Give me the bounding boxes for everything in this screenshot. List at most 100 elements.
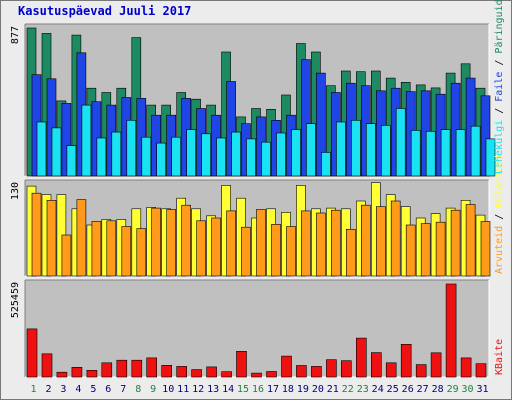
bar-visits-visitors-arvuteid-26 — [405, 224, 416, 277]
bar-hits-files-pages-lehekülgi-7 — [126, 120, 137, 177]
bar-kbytes-kbaite-9 — [146, 357, 157, 378]
plot-area-kbytes — [25, 280, 489, 377]
bar-hits-files-pages-lehekülgi-27 — [425, 131, 436, 177]
legend-entry: Lehekülgi — [494, 120, 505, 174]
x-tick-day-24: 24 — [372, 384, 384, 395]
x-tick-day-16: 16 — [252, 384, 264, 395]
bar-hits-files-pages-lehekülgi-22 — [350, 120, 361, 177]
bar-visits-visitors-arvuteid-23 — [360, 204, 371, 277]
bar-kbytes-kbaite-20 — [311, 366, 322, 378]
bar-visits-visitors-arvuteid-11 — [181, 204, 191, 277]
x-tick-day-20: 20 — [312, 384, 324, 395]
x-tick-day-19: 19 — [297, 384, 309, 395]
bar-kbytes-kbaite-17 — [266, 371, 277, 378]
bar-visits-visitors-arvuteid-14 — [226, 210, 236, 277]
x-tick-day-23: 23 — [357, 384, 369, 395]
bar-visits-visitors-arvuteid-15 — [241, 226, 251, 277]
bar-hits-files-pages-lehekülgi-6 — [111, 131, 122, 177]
x-tick-day-27: 27 — [417, 384, 429, 395]
bar-hits-files-pages-lehekülgi-16 — [261, 141, 271, 177]
bar-visits-visitors-arvuteid-1 — [31, 192, 42, 277]
bar-hits-files-pages-lehekülgi-2 — [51, 127, 62, 177]
x-tick-day-29: 29 — [447, 384, 459, 395]
bar-hits-files-pages-lehekülgi-24 — [380, 125, 391, 177]
page-title: Kasutuspäevad Juuli 2017 — [18, 4, 192, 18]
bar-hits-files-pages-lehekülgi-30 — [470, 125, 481, 177]
legend-entry: Päringuid — [494, 0, 505, 54]
x-tick-day-11: 11 — [177, 384, 189, 395]
y-tick-visits-visitors: 130 — [10, 182, 21, 200]
bar-kbytes-kbaite-8 — [131, 359, 143, 378]
bar-visits-visitors-arvuteid-10 — [166, 209, 176, 277]
bar-kbytes-kbaite-10 — [161, 364, 172, 378]
bar-visits-visitors-arvuteid-20 — [316, 212, 326, 277]
bar-kbytes-kbaite-16 — [251, 372, 262, 378]
x-tick-day-15: 15 — [237, 384, 249, 395]
bar-hits-files-pages-lehekülgi-21 — [336, 121, 346, 177]
x-tick-day-2: 2 — [45, 384, 51, 395]
bar-kbytes-kbaite-25 — [385, 362, 397, 378]
legend-entry: Arvuteid — [494, 226, 505, 274]
bar-kbytes-kbaite-6 — [101, 362, 113, 378]
bar-kbytes-kbaite-15 — [236, 350, 247, 378]
bar-kbytes-kbaite-27 — [415, 364, 427, 378]
bar-hits-files-pages-lehekülgi-3 — [66, 145, 77, 177]
bar-hits-files-pages-lehekülgi-12 — [201, 133, 211, 177]
bar-hits-files-pages-lehekülgi-9 — [156, 142, 166, 177]
bar-kbytes-kbaite-13 — [206, 366, 217, 378]
legend-visits-visitors: Arvuteid / Külastusi — [494, 154, 505, 274]
bar-hits-files-pages-lehekülgi-1 — [36, 121, 47, 177]
bar-kbytes-kbaite-30 — [460, 357, 472, 378]
legend-hits-files-pages: Lehekülgi / Faile / Päringuid — [494, 0, 505, 174]
legend-entry: Faile — [494, 72, 505, 102]
bar-kbytes-kbaite-22 — [340, 360, 352, 378]
bar-visits-visitors-arvuteid-9 — [151, 207, 161, 277]
bar-kbytes-kbaite-4 — [71, 366, 83, 378]
x-tick-day-8: 8 — [135, 384, 141, 395]
bar-visits-visitors-arvuteid-28 — [435, 221, 446, 277]
bar-visits-visitors-arvuteid-5 — [91, 221, 102, 277]
x-tick-day-1: 1 — [30, 384, 36, 395]
bar-hits-files-pages-lehekülgi-19 — [306, 123, 316, 177]
bar-visits-visitors-arvuteid-19 — [301, 210, 311, 277]
bar-visits-visitors-arvuteid-30 — [465, 204, 476, 277]
bar-hits-files-pages-lehekülgi-17 — [276, 132, 286, 177]
bar-kbytes-kbaite-18 — [281, 355, 292, 378]
bar-hits-files-pages-lehekülgi-5 — [96, 137, 107, 177]
bar-hits-files-pages-faile-14 — [226, 81, 236, 177]
x-tick-day-22: 22 — [342, 384, 354, 395]
bar-kbytes-kbaite-31 — [475, 363, 487, 378]
x-tick-day-10: 10 — [162, 384, 174, 395]
y-tick-hits-files-pages: 877 — [10, 26, 21, 44]
bar-visits-visitors-arvuteid-24 — [375, 206, 386, 277]
bar-visits-visitors-arvuteid-2 — [46, 200, 57, 277]
bar-visits-visitors-arvuteid-12 — [196, 220, 206, 277]
bar-visits-visitors-arvuteid-31 — [480, 221, 491, 277]
x-tick-day-3: 3 — [60, 384, 66, 395]
bar-hits-files-pages-lehekülgi-29 — [455, 129, 466, 177]
bar-kbytes-kbaite-21 — [326, 359, 337, 378]
bar-hits-files-pages-faile-20 — [316, 72, 326, 177]
bar-visits-visitors-arvuteid-13 — [211, 217, 221, 277]
legend-entry: Külastusi — [494, 154, 505, 208]
bar-visits-visitors-arvuteid-22 — [345, 229, 356, 277]
bar-hits-files-pages-lehekülgi-25 — [395, 108, 406, 177]
x-tick-day-17: 17 — [267, 384, 279, 395]
bar-hits-files-pages-lehekülgi-8 — [141, 136, 152, 177]
bar-visits-visitors-arvuteid-3 — [61, 234, 72, 277]
bar-kbytes-kbaite-19 — [296, 365, 307, 378]
bar-hits-files-pages-faile-2 — [46, 78, 57, 177]
bar-visits-visitors-arvuteid-7 — [121, 226, 132, 277]
bar-visits-visitors-arvuteid-25 — [390, 200, 401, 277]
x-tick-day-14: 14 — [222, 384, 234, 395]
x-tick-day-13: 13 — [207, 384, 219, 395]
bar-hits-files-pages-lehekülgi-4 — [81, 104, 92, 177]
bar-hits-files-pages-faile-3 — [61, 103, 72, 177]
bar-visits-visitors-arvuteid-27 — [420, 223, 431, 277]
bar-hits-files-pages-lehekülgi-28 — [440, 129, 451, 177]
bar-visits-visitors-arvuteid-18 — [286, 226, 296, 277]
bar-kbytes-kbaite-29 — [445, 283, 457, 378]
bar-kbytes-kbaite-5 — [86, 369, 98, 378]
bar-hits-files-pages-faile-31 — [480, 95, 491, 177]
bar-kbytes-kbaite-24 — [370, 352, 382, 378]
